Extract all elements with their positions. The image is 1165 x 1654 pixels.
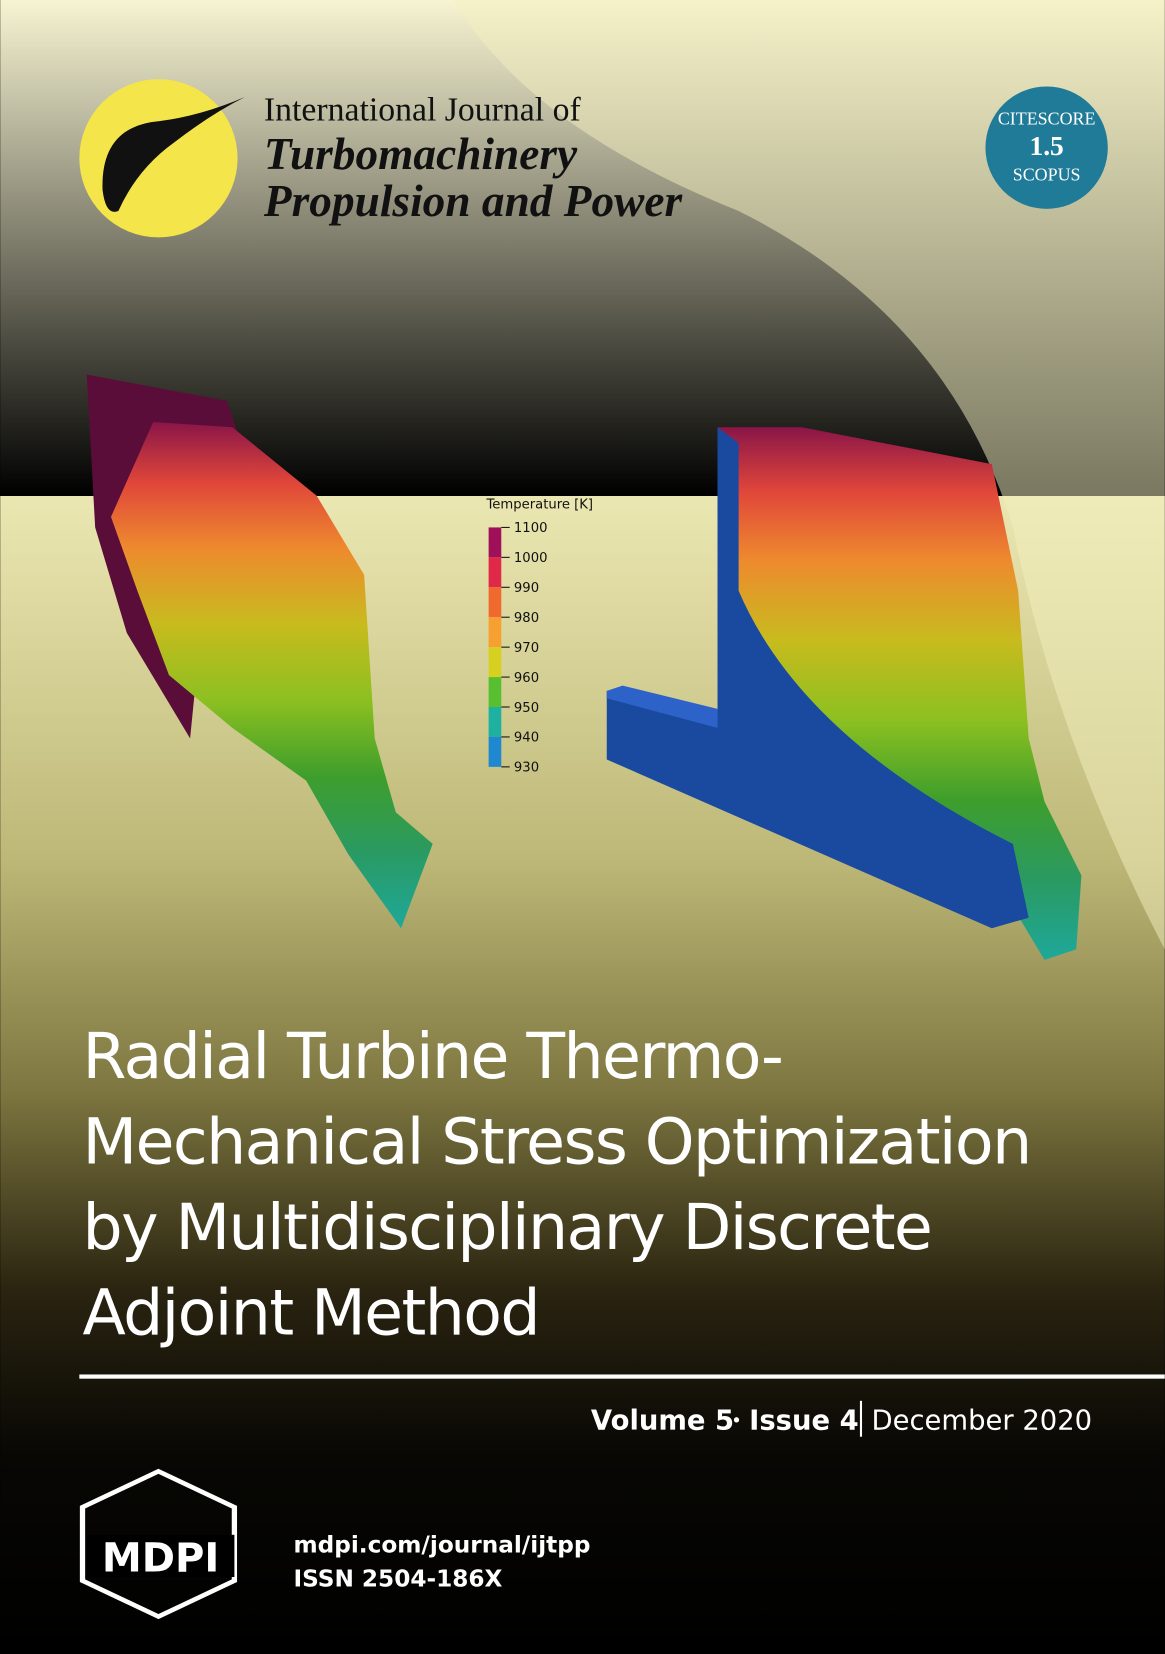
issn: ISSN 2504-186X <box>293 1565 502 1592</box>
colorbar-swatch <box>488 617 502 648</box>
disk-edge <box>606 685 718 728</box>
colorbar-label: 1100 <box>514 521 548 536</box>
colorbar-swatch <box>488 677 502 708</box>
colorbar-swatch <box>488 707 502 737</box>
colorbar-label: 980 <box>514 611 539 626</box>
mdpi-logo: MDPI <box>102 1536 219 1582</box>
title-line: Adjoint Method <box>83 1275 539 1349</box>
badge-label: CITESCORE <box>998 108 1096 128</box>
colorbar-swatch <box>488 736 502 767</box>
journal-name: Propulsion and Power <box>263 176 683 226</box>
mdpi-hexagon <box>79 1468 238 1620</box>
badge-score: 1.5 <box>1029 131 1063 161</box>
colorbar-label: 970 <box>514 641 539 656</box>
colorbar-label: 950 <box>514 701 539 716</box>
colorbar-swatch <box>488 587 502 618</box>
colorbar-swatch <box>488 527 502 558</box>
journal-logo <box>79 79 238 238</box>
volume: Volume 5 <box>591 1405 734 1436</box>
issue-number: Issue 4 <box>749 1405 859 1436</box>
badge-source: SCOPUS <box>1013 164 1081 184</box>
issue-date: December 2020 <box>872 1405 1093 1436</box>
colorbar-label: 930 <box>514 761 539 776</box>
journal-url: mdpi.com/journal/ijtpp <box>293 1532 590 1559</box>
legend-title: Temperature [K] <box>486 497 594 512</box>
article-title: Radial Turbine Thermo- Mechanical Stress … <box>83 1019 1033 1349</box>
title-line: Radial Turbine Thermo- <box>83 1019 783 1093</box>
colorbar: Temperature [K] 1100 1000 990 980 970 960 950 9… <box>486 497 594 775</box>
blade-right-disk <box>606 427 1029 929</box>
blade-right <box>717 427 1082 960</box>
colorbar-label: 960 <box>514 671 539 686</box>
colorbar-label: 990 <box>514 581 539 596</box>
journal-name: Turbomachinery <box>264 129 578 179</box>
citescore-badge <box>985 86 1108 209</box>
title-line: by Multidisciplinary Discrete <box>83 1190 932 1264</box>
rule <box>79 1374 1165 1379</box>
journal-name: International Journal of <box>264 91 582 128</box>
separator-bar <box>859 1400 863 1437</box>
separator-dot <box>733 1417 740 1423</box>
figure <box>86 374 1082 960</box>
mdpi-knockout <box>86 1534 235 1577</box>
logo-blade <box>102 97 245 212</box>
colorbar-swatch <box>488 647 502 678</box>
backdrop-shape <box>453 0 1165 950</box>
colorbar-label: 940 <box>514 731 539 746</box>
colorbar-label: 1000 <box>514 551 548 566</box>
colorbar-swatch <box>488 557 502 588</box>
title-line: Mechanical Stress Optimization <box>83 1104 1031 1178</box>
blade-left <box>110 421 433 929</box>
